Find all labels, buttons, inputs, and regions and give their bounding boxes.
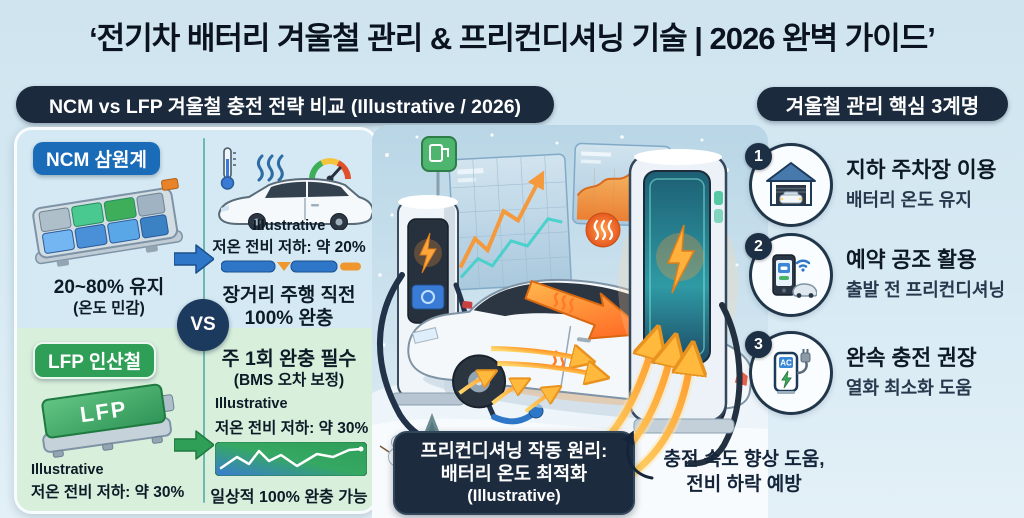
rule-text-block: 예약 공조 활용 출발 전 프리컨디셔닝	[846, 248, 1005, 302]
garage-icon: 1	[745, 143, 833, 227]
right-section-header: 겨울철 관리 핵심 3계명	[757, 87, 1008, 121]
heat-waves-icon	[256, 154, 284, 182]
ncm-tip2-text: 100% 완충	[244, 308, 334, 329]
curved-arrow-icon	[621, 430, 654, 480]
heat-badge-icon	[585, 212, 621, 248]
ncm-arrow-icon	[174, 244, 214, 274]
thermometer-icon	[220, 147, 236, 190]
gauge-icon	[309, 158, 351, 183]
lfp-tip3-text: 일상적 100% 완충 가능	[210, 489, 368, 506]
ncm-loss-text: 저온 전비 저하: 약 20%	[212, 239, 366, 256]
rule-number-badge: 3	[745, 331, 772, 358]
ncm-tip1-text: 장거리 주행 직전	[222, 285, 356, 306]
lfp-badge: LFP 인산철	[33, 342, 157, 379]
rule-desc: 열화 최소화 도움	[846, 377, 972, 398]
rule-item-underground-parking: 1 지하 주차장 이용 배터리 온도 유지	[745, 142, 1021, 228]
vs-badge: VS	[177, 299, 229, 351]
rule-title: 예약 공조 활용	[846, 248, 977, 273]
trend-chart-panel	[448, 153, 572, 291]
rule-desc: 출발 전 프리컨디셔닝	[846, 279, 1006, 300]
efficiency-chart-icon	[215, 442, 367, 476]
ac-charger-icon: 3 AC	[745, 331, 833, 415]
rule-number-badge: 2	[745, 233, 772, 260]
page-title: ‘전기차 배터리 겨울철 관리 & 프리컨디셔닝 기술 | 2026 완벽 가이…	[89, 21, 936, 56]
lfp-battery-pack-icon: LFP	[41, 383, 175, 458]
rule-title: 완속 충전 권장	[846, 346, 977, 371]
phone-precondition-icon-graphic	[772, 254, 817, 298]
precond-line1: 프리컨디셔닝 작동 원리:	[420, 440, 608, 461]
precond-line3: (Illustrative)	[467, 486, 561, 505]
charging-benefit-note: 충전 속도 향상 도움, 전비 하락 예방	[638, 448, 850, 497]
ev-car-side-icon	[217, 178, 375, 230]
lfp-strategy-loss-text: 저온 전비 저하: 약 30%	[215, 420, 369, 437]
lfp-tip1-text: 주 1회 완충 필수	[221, 348, 357, 370]
rule-item-scheduled-climate: 2 예약 공조 활용 출발 전 프리컨디셔닝	[745, 232, 1021, 318]
ncm-badge: NCM 삼원계	[33, 142, 160, 175]
ev-charging-sign-icon	[421, 136, 457, 172]
benefit-line1: 충전 속도 향상 도움,	[663, 449, 825, 470]
rule-title: 지하 주차장 이용	[846, 158, 997, 183]
lfp-tip2-text: (BMS 오차 보정)	[233, 372, 345, 389]
left-section-header: NCM vs LFP 겨울철 충전 전략 비교 (Illustrative / …	[16, 86, 554, 123]
ncm-keep-text: 20~80% 유지	[53, 277, 165, 298]
lfp-illustrative-text: Illustrative	[31, 462, 104, 478]
side-mirror	[462, 301, 473, 309]
ac-charger-icon-graphic: AC	[773, 349, 811, 394]
lfp-arrow-icon	[174, 430, 214, 460]
sill-heat-arrows	[458, 342, 604, 413]
precond-line2: 배터리 온도 최적화	[440, 462, 588, 484]
rule-text-block: 지하 주차장 이용 배터리 온도 유지	[846, 158, 996, 212]
benefit-line2: 전비 하락 예방	[686, 473, 802, 495]
lightning-bolt-icon	[666, 224, 696, 294]
ac-label: AC	[780, 359, 792, 368]
lightning-bolt-icon	[419, 232, 437, 274]
lfp-strategy-illustrative-text: Illustrative	[215, 396, 288, 412]
rule-item-slow-charging: 3 AC 완속 충전 권장 열화 최소화 도움	[745, 330, 1021, 416]
charge-level-bar-icon	[221, 260, 361, 273]
ncm-keep-sub-text: (온도 민감)	[73, 300, 145, 317]
rule-desc: 배터리 온도 유지	[846, 189, 972, 210]
comparison-panel: NCM 삼원계 20~80% 유지 (온도 민감)	[14, 127, 378, 514]
ncm-battery-pack-icon	[32, 177, 183, 267]
lfp-loss-text: 저온 전비 저하: 약 30%	[31, 484, 185, 501]
rule-number-badge: 1	[745, 143, 772, 170]
garage-icon-graphic	[766, 162, 816, 206]
preconditioning-label: 프리컨디셔닝 작동 원리: 배터리 온도 최적화 (Illustrative)	[393, 431, 635, 516]
ncm-illustrative-text: Illustrative	[252, 218, 326, 234]
rule-text-block: 완속 충전 권장 열화 최소화 도움	[846, 346, 977, 400]
phone-precondition-icon: 2	[745, 233, 833, 317]
